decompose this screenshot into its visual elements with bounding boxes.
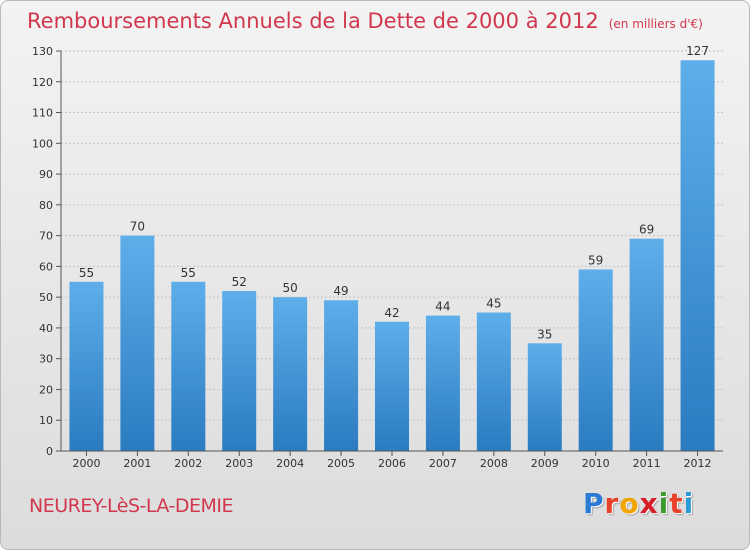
bar-2011 bbox=[629, 238, 664, 451]
x-tick-label: 2006 bbox=[378, 457, 406, 470]
bar-2008 bbox=[476, 312, 511, 451]
x-tick-label: 2005 bbox=[327, 457, 355, 470]
x-tick-label: 2010 bbox=[582, 457, 610, 470]
bar-2002 bbox=[171, 281, 206, 451]
y-tick-label: 40 bbox=[39, 322, 53, 335]
y-tick-label: 30 bbox=[39, 353, 53, 366]
logo-letter: i bbox=[683, 487, 695, 520]
value-label: 55 bbox=[79, 266, 94, 280]
y-tick-label: 120 bbox=[32, 76, 53, 89]
bar-2001 bbox=[120, 235, 155, 451]
y-tick-label: 0 bbox=[46, 445, 53, 458]
value-label: 50 bbox=[283, 281, 298, 295]
value-label: 55 bbox=[181, 266, 196, 280]
logo-letter: x bbox=[639, 487, 659, 520]
bar-2007 bbox=[425, 315, 460, 451]
logo-letter: r bbox=[604, 487, 620, 520]
value-label: 69 bbox=[639, 223, 654, 237]
bar-2000 bbox=[69, 281, 104, 451]
y-tick-label: 20 bbox=[39, 383, 53, 396]
bars: 55 70 55 52 50 49 42 44 45 35 59 69 127 bbox=[69, 44, 715, 451]
x-tick-label: 2003 bbox=[225, 457, 253, 470]
title-text: Remboursements Annuels de la Dette de 20… bbox=[27, 9, 599, 33]
x-tick-label: 2008 bbox=[480, 457, 508, 470]
value-label: 35 bbox=[537, 327, 552, 341]
y-tick-label: 80 bbox=[39, 199, 53, 212]
value-label: 45 bbox=[486, 297, 501, 311]
value-label: 52 bbox=[232, 275, 247, 289]
y-axis: 0 10 20 30 40 50 60 70 80 90 100 110 120 130 bbox=[32, 45, 62, 458]
bar-2010 bbox=[578, 269, 613, 451]
x-axis: 2000 2001 2002 2003 2004 2005 2006 2007 2008 2009… bbox=[61, 450, 723, 470]
y-tick-label: 60 bbox=[39, 260, 53, 273]
logo-letter: P bbox=[583, 487, 605, 520]
bar-2006 bbox=[375, 321, 409, 451]
y-tick-label: 130 bbox=[32, 45, 53, 58]
value-label: 70 bbox=[130, 220, 145, 234]
x-tick-label: 2002 bbox=[174, 457, 202, 470]
x-tick-label: 2012 bbox=[684, 457, 712, 470]
logo-letter: t bbox=[669, 487, 684, 520]
y-tick-label: 50 bbox=[39, 291, 53, 304]
y-tick-label: 110 bbox=[32, 107, 53, 120]
bar-2003 bbox=[222, 291, 257, 451]
x-tick-label: 2000 bbox=[72, 457, 100, 470]
y-tick-label: 70 bbox=[39, 230, 53, 243]
bar-2005 bbox=[324, 300, 359, 451]
x-tick-label: 2009 bbox=[531, 457, 559, 470]
value-label: 127 bbox=[686, 44, 709, 58]
y-tick-label: 90 bbox=[39, 168, 53, 181]
logo-letter: o bbox=[619, 487, 640, 520]
value-label: 44 bbox=[435, 300, 450, 314]
bar-2009 bbox=[527, 343, 562, 451]
value-label: 49 bbox=[333, 284, 348, 298]
value-label: 42 bbox=[384, 306, 399, 320]
chart-title: Remboursements Annuels de la Dette de 20… bbox=[27, 9, 703, 33]
y-tick-label: 100 bbox=[32, 137, 53, 150]
x-tick-label: 2007 bbox=[429, 457, 457, 470]
commune-name: NEUREY-LèS-LA-DEMIE bbox=[29, 495, 234, 517]
x-tick-label: 2001 bbox=[123, 457, 151, 470]
bar-2012 bbox=[680, 60, 715, 451]
bar-2004 bbox=[273, 297, 308, 451]
proxiti-logo: Proxiti bbox=[583, 487, 694, 520]
x-tick-label: 2011 bbox=[633, 457, 661, 470]
y-tick-label: 10 bbox=[39, 414, 53, 427]
logo-letter: i bbox=[658, 487, 670, 520]
unit-label: (en milliers d'€) bbox=[608, 17, 703, 31]
x-tick-label: 2004 bbox=[276, 457, 304, 470]
value-label: 59 bbox=[588, 253, 603, 267]
